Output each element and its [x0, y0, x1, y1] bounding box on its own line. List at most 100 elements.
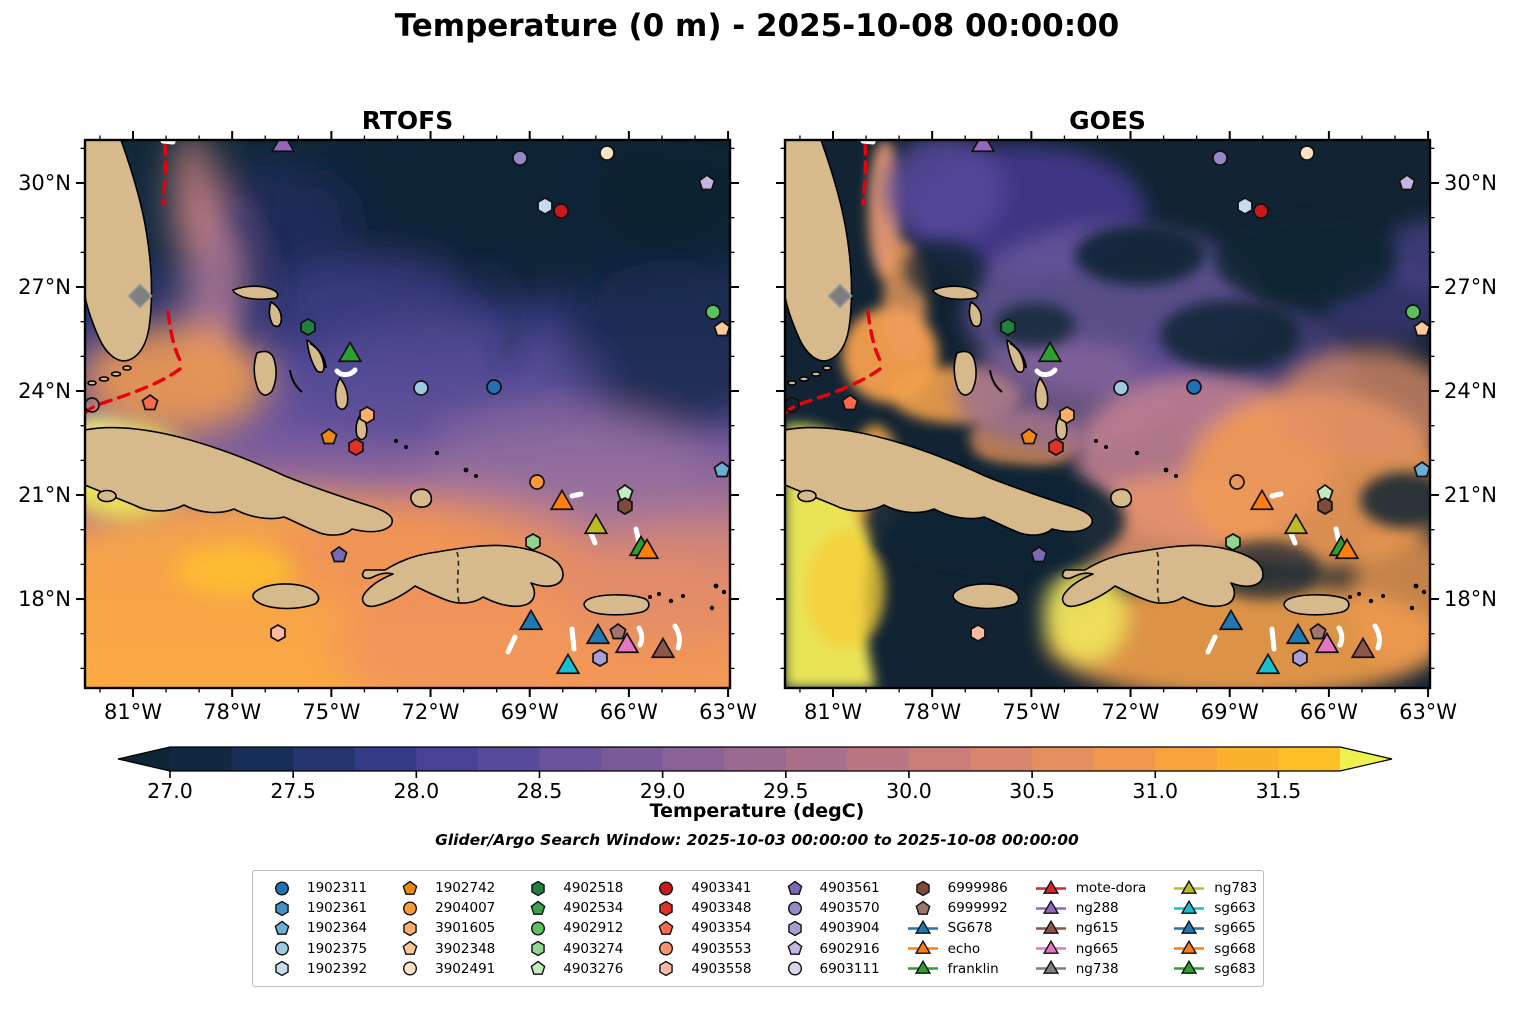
goes-platform-markers — [785, 140, 1430, 675]
legend-label: ng288 — [1075, 900, 1119, 917]
float-circle-icon — [787, 961, 802, 976]
colorbar-under-arrow — [118, 747, 170, 771]
marker-ng288 — [270, 140, 296, 153]
colorbar-tick-label: 31.0 — [1132, 779, 1178, 803]
glider-triangle-line-icon — [1174, 919, 1205, 934]
legend-item-sg668: sg668 — [1172, 939, 1257, 959]
marker-3902348 — [713, 319, 730, 337]
rtofs-lat-tick-label: 18°N — [18, 587, 71, 612]
marker-4903904 — [592, 649, 608, 667]
rtofs-lon-tick-label: 66°W — [599, 700, 658, 724]
marker-2904007 — [529, 474, 545, 490]
legend-item-4903341: 4903341 — [649, 878, 752, 898]
legend-label: 6999992 — [947, 900, 1008, 917]
legend-box: 1902311 1902361 1902364 1902375 1902392 19027… — [252, 870, 1264, 987]
glider-triangle-line-icon — [1174, 960, 1205, 975]
marker-franklin — [1037, 340, 1063, 363]
colorbar: 27.0 27.5 28.0 28.5 29.0 29.5 30.0 30.5 31.0 31.5 — [117, 746, 1393, 803]
legend-label: sg683 — [1214, 960, 1256, 977]
marker-4902912 — [1405, 304, 1421, 320]
legend-label: 4902534 — [563, 900, 624, 917]
colorbar-tick-label: 31.5 — [1256, 779, 1302, 803]
legend-label: 6999986 — [947, 880, 1008, 897]
rtofs-lon-tick-label: 81°W — [104, 700, 162, 724]
marker-4903354 — [141, 393, 159, 411]
float-hexagon-icon — [659, 900, 674, 917]
goes-lat-tick-label: 30°N — [1444, 171, 1497, 195]
legend-item-franklin: franklin — [906, 959, 1008, 979]
marker-6999992 — [1309, 622, 1327, 640]
float-circle-icon — [659, 881, 674, 896]
colorbar-tick-label: 27.0 — [147, 779, 193, 803]
marker-1902311 — [1186, 379, 1202, 395]
goes-lat-tick-label: 27°N — [1444, 275, 1497, 299]
marker-ng738 — [827, 283, 853, 309]
legend-item-1902311: 1902311 — [265, 878, 367, 898]
glider-triangle-line-icon — [907, 960, 938, 975]
marker-4903904 — [1292, 649, 1308, 667]
rtofs-lon-tick-label: 78°W — [203, 700, 262, 724]
marker-ng665 — [614, 631, 640, 654]
marker-1902742 — [320, 427, 338, 445]
float-hexagon-icon — [531, 880, 546, 896]
legend-label: ng738 — [1075, 960, 1119, 977]
legend-item-6902916: 6902916 — [778, 939, 880, 959]
legend-label: 4903348 — [691, 900, 752, 917]
panel-title-goes: GOES — [1069, 106, 1146, 135]
legend-item-ng665: ng665 — [1034, 939, 1147, 959]
legend-item-1902742: 1902742 — [393, 878, 495, 898]
float-hexagon-icon — [787, 920, 802, 937]
marker-4902518 — [300, 318, 316, 336]
legend-item-4903274: 4903274 — [521, 939, 623, 959]
marker-ng738 — [127, 283, 153, 309]
figure-title: Temperature (0 m) - 2025-10-08 00:00:00 — [394, 8, 1120, 44]
rtofs-lat-tick-label: 30°N — [18, 171, 71, 195]
legend-item-4902534: 4902534 — [521, 898, 623, 918]
legend-label: 1902364 — [307, 920, 368, 937]
float-hexagon-icon — [659, 961, 674, 977]
marker-1902375 — [413, 380, 429, 396]
marker-echo — [634, 537, 660, 560]
float-pentagon-icon — [787, 880, 802, 895]
goes-lat-tick-label: 24°N — [1444, 379, 1497, 404]
legend-label: 4903570 — [819, 900, 880, 917]
marker-echo — [1334, 537, 1360, 560]
rtofs-lat-tick-label: 24°N — [18, 379, 71, 404]
legend-label: 4902912 — [563, 920, 624, 937]
rtofs-platform-markers — [85, 140, 730, 675]
legend-label: sg665 — [1214, 920, 1256, 937]
rtofs-lon-tick-label: 63°W — [699, 700, 758, 724]
glider-triangle-line-icon — [1035, 960, 1066, 975]
legend-item-4903276: 4903276 — [521, 959, 623, 979]
legend-label: 1902742 — [435, 880, 496, 897]
marker-4903341 — [1253, 203, 1269, 219]
float-hexagon-icon — [275, 961, 289, 977]
float-circle-icon — [659, 941, 674, 956]
rtofs-map — [76, 131, 739, 697]
goes-lon-tick-label: 69°W — [1200, 700, 1259, 724]
legend-item-6903111: 6903111 — [778, 959, 880, 979]
marker-1902364 — [1413, 460, 1430, 478]
legend-label: 4903558 — [691, 960, 752, 977]
legend-item-1902392: 1902392 — [265, 959, 367, 979]
marker-6902916 — [698, 173, 716, 191]
legend-label: mote-dora — [1075, 880, 1147, 897]
colorbar-over-arrow — [1340, 747, 1392, 771]
legend-label: 4903276 — [563, 960, 624, 977]
marker-1902364 — [713, 460, 730, 478]
legend-label: ng615 — [1075, 920, 1119, 937]
legend-item-mote-dora: mote-dora — [1034, 878, 1147, 898]
marker-3902491 — [599, 145, 615, 161]
legend-label: echo — [947, 940, 981, 957]
marker-6999986 — [617, 497, 633, 515]
legend-item-ng738: ng738 — [1034, 959, 1147, 979]
marker-sg665 — [585, 622, 611, 645]
legend-item-4903904: 4903904 — [778, 918, 880, 938]
legend-item-1902375: 1902375 — [265, 939, 367, 959]
marker-ng615 — [650, 636, 676, 659]
marker-4903561 — [330, 545, 348, 563]
legend-item-4903348: 4903348 — [649, 898, 752, 918]
colorbar-tick-label: 28.5 — [517, 779, 563, 803]
colorbar-tick-label: 30.0 — [886, 779, 932, 803]
